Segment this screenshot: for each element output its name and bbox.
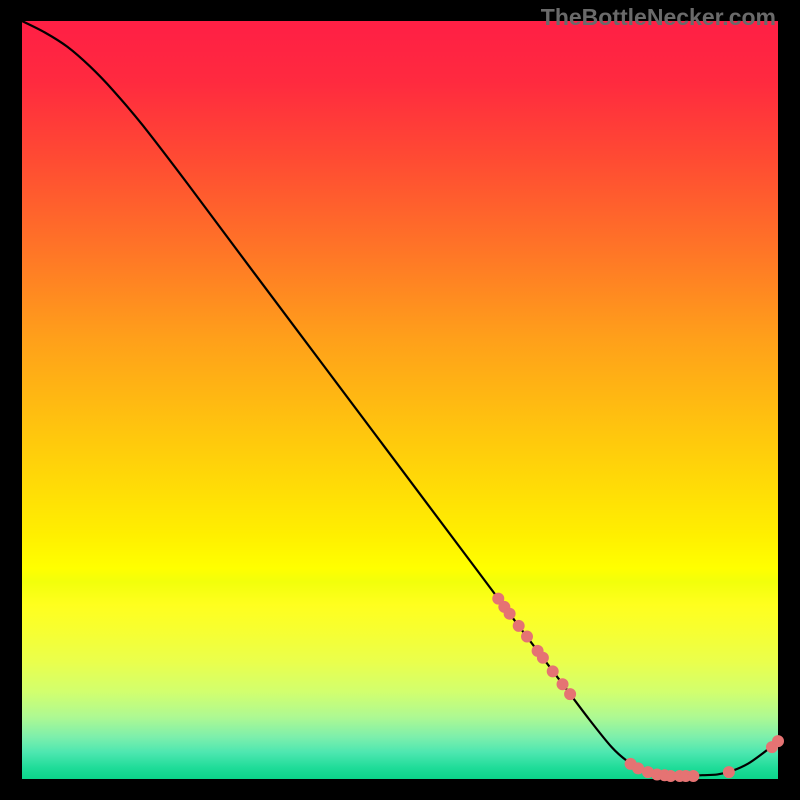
scatter-point	[504, 608, 515, 619]
scatter-point	[513, 620, 524, 631]
plot-background	[22, 21, 778, 779]
bottleneck-chart	[0, 0, 800, 800]
scatter-point	[565, 689, 576, 700]
scatter-point	[522, 631, 533, 642]
watermark-text: TheBottleNecker.com	[541, 4, 776, 31]
scatter-point	[537, 652, 548, 663]
scatter-point	[557, 679, 568, 690]
scatter-point	[547, 666, 558, 677]
scatter-point	[688, 770, 699, 781]
scatter-point	[773, 736, 784, 747]
scatter-point	[723, 767, 734, 778]
chart-container: { "watermark": { "text": "TheBottleNecke…	[0, 0, 800, 800]
